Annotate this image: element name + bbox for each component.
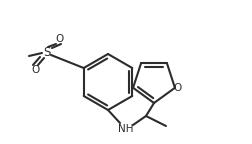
Text: O: O: [55, 34, 63, 44]
Text: S: S: [43, 46, 51, 58]
Text: O: O: [174, 83, 182, 93]
Text: NH: NH: [118, 124, 134, 134]
Text: O: O: [31, 65, 39, 75]
